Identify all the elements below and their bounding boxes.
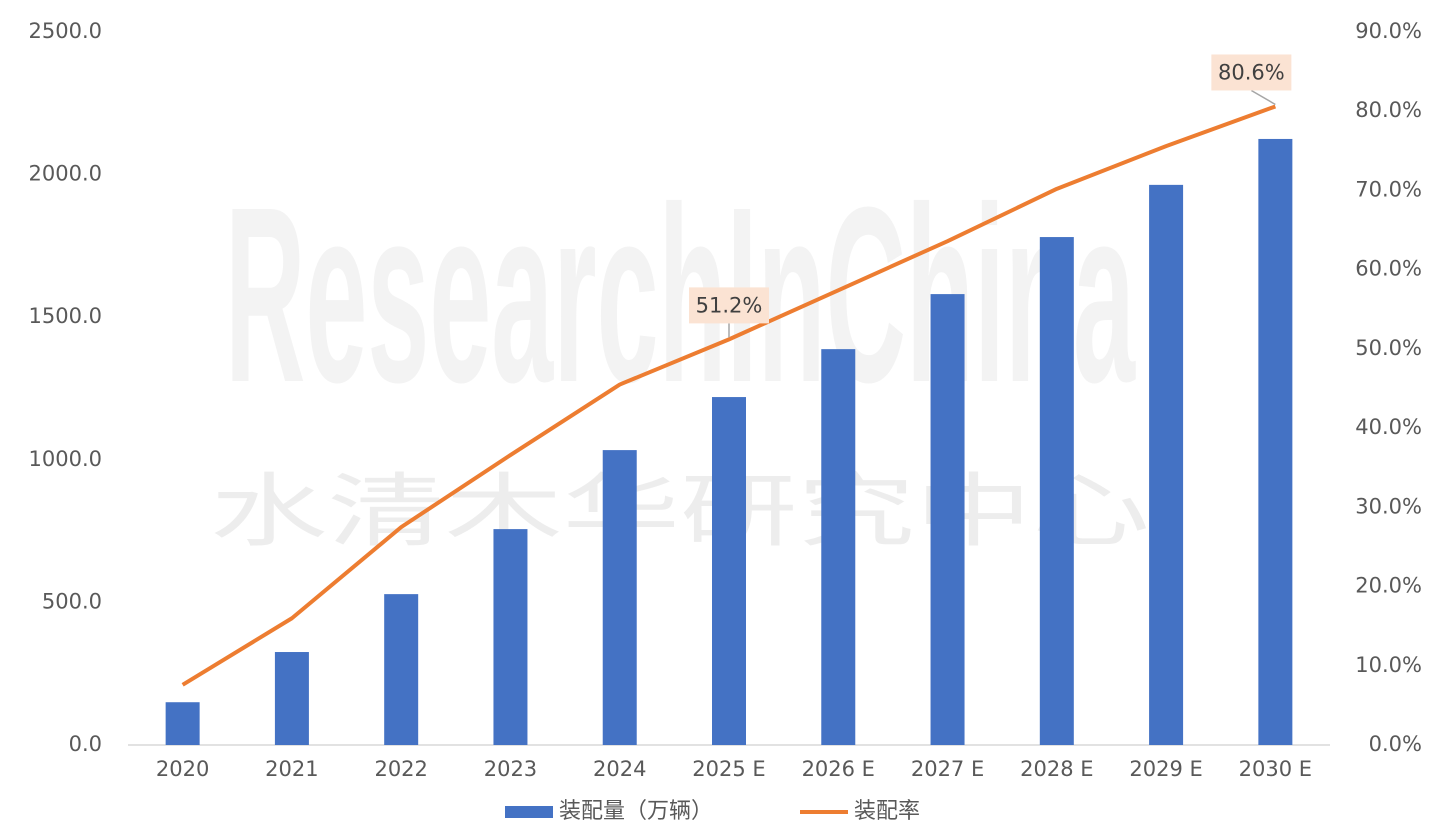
bar: [602, 450, 637, 745]
bar: [821, 349, 856, 745]
x-tick-label: 2023: [484, 757, 537, 781]
y2-tick-label: 0.0%: [1369, 732, 1422, 756]
bar: [930, 294, 965, 745]
bar: [493, 529, 528, 745]
y2-tick-label: 50.0%: [1355, 336, 1422, 360]
y-tick-label: 1000.0: [29, 447, 102, 471]
watermark: 水清木华研究中心: [210, 465, 1150, 558]
y2-tick-label: 80.0%: [1355, 98, 1422, 122]
bar: [384, 594, 419, 745]
y2-tick-label: 10.0%: [1355, 653, 1422, 677]
x-tick-label: 2020: [156, 757, 209, 781]
y2-tick-label: 90.0%: [1355, 19, 1422, 43]
y-tick-label: 0.0: [69, 732, 102, 756]
bar: [712, 397, 746, 745]
x-tick-label: 2029 E: [1129, 757, 1202, 781]
y2-tick-label: 40.0%: [1355, 415, 1422, 439]
data-label-box: [689, 287, 769, 324]
legend-label: 装配率: [854, 799, 920, 824]
legend-label: 装配量（万辆）: [559, 799, 713, 824]
y-tick-label: 1500.0: [29, 304, 102, 328]
bar: [1149, 184, 1184, 746]
bar: [1258, 138, 1293, 745]
y2-tick-label: 70.0%: [1355, 177, 1422, 201]
y-tick-label: 500.0: [42, 589, 102, 613]
x-tick-label: 2027 E: [911, 757, 984, 781]
bar: [274, 652, 309, 745]
x-tick-label: 2024: [593, 757, 646, 781]
data-label-box: [1211, 54, 1292, 91]
x-tick-label: 2028 E: [1020, 757, 1093, 781]
leader-line: [1250, 89, 1276, 106]
data-label: 80.6%: [1218, 60, 1285, 84]
y-tick-label: 2500.0: [29, 19, 102, 43]
y2-tick-label: 20.0%: [1355, 574, 1422, 598]
x-tick-label: 2030 E: [1239, 757, 1312, 781]
x-tick-label: 2021: [265, 757, 318, 781]
y-tick-label: 2000.0: [29, 162, 102, 186]
bar: [165, 702, 200, 745]
y2-tick-label: 30.0%: [1355, 494, 1422, 518]
watermark: ResearchInChina: [225, 155, 1136, 434]
line: [181, 104, 1277, 687]
y2-tick-label: 60.0%: [1355, 257, 1422, 281]
bar: [1039, 237, 1074, 745]
x-tick-label: 2025 E: [692, 757, 765, 781]
x-tick-label: 2026 E: [802, 757, 875, 781]
data-label: 51.2%: [696, 293, 763, 317]
x-tick-label: 2022: [374, 757, 427, 781]
legend-swatch: [505, 806, 553, 818]
